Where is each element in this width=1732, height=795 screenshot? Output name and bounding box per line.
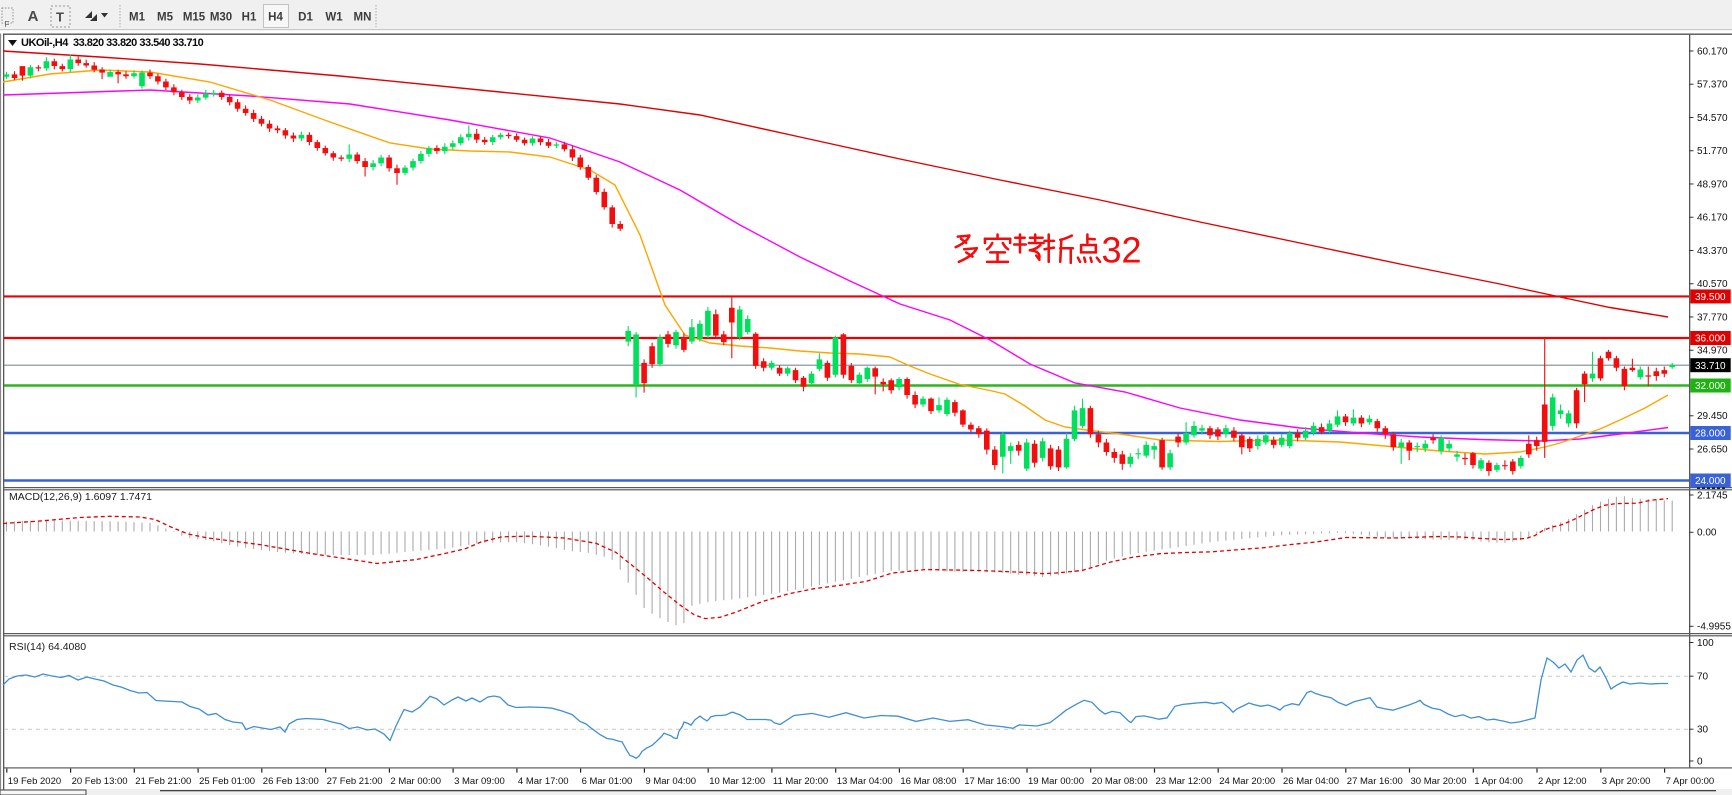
svg-text:32: 32 bbox=[1102, 230, 1142, 271]
svg-text:57.370: 57.370 bbox=[1697, 80, 1728, 91]
svg-text:H4: H4 bbox=[268, 12, 283, 24]
svg-text:H1: H1 bbox=[242, 12, 257, 24]
svg-text:4 Mar 17:00: 4 Mar 17:00 bbox=[518, 776, 569, 787]
svg-text:2.1745: 2.1745 bbox=[1697, 490, 1728, 501]
svg-text:RSI(14) 64.4080: RSI(14) 64.4080 bbox=[9, 641, 86, 653]
svg-text:19 Feb 2020: 19 Feb 2020 bbox=[8, 776, 61, 787]
svg-text:7 Apr 00:00: 7 Apr 00:00 bbox=[1666, 776, 1715, 787]
svg-text:21 Feb 21:00: 21 Feb 21:00 bbox=[135, 776, 191, 787]
svg-text:60.170: 60.170 bbox=[1697, 46, 1728, 57]
svg-text:MN: MN bbox=[354, 12, 372, 24]
svg-text:UKOil-,H4 33.820 33.820 33.54: UKOil-,H4 33.820 33.820 33.540 33.710 bbox=[21, 37, 204, 49]
svg-text:-4.9955: -4.9955 bbox=[1697, 622, 1731, 633]
svg-text:9 Mar 04:00: 9 Mar 04:00 bbox=[645, 776, 696, 787]
svg-text:W1: W1 bbox=[325, 12, 343, 24]
svg-text:F: F bbox=[5, 20, 10, 29]
svg-text:25 Feb 01:00: 25 Feb 01:00 bbox=[199, 776, 255, 787]
svg-text:M30: M30 bbox=[210, 12, 232, 24]
svg-text:6 Mar 01:00: 6 Mar 01:00 bbox=[582, 776, 633, 787]
svg-text:30: 30 bbox=[1697, 725, 1709, 736]
svg-text:20 Feb 13:00: 20 Feb 13:00 bbox=[72, 776, 128, 787]
svg-text:17 Mar 16:00: 17 Mar 16:00 bbox=[964, 776, 1020, 787]
svg-text:26.650: 26.650 bbox=[1697, 444, 1728, 455]
svg-text:48.970: 48.970 bbox=[1697, 179, 1728, 190]
svg-text:100: 100 bbox=[1697, 638, 1714, 649]
svg-text:23 Mar 12:00: 23 Mar 12:00 bbox=[1156, 776, 1212, 787]
svg-text:M5: M5 bbox=[157, 12, 174, 24]
svg-text:3 Apr 20:00: 3 Apr 20:00 bbox=[1602, 776, 1651, 787]
svg-text:16 Mar 08:00: 16 Mar 08:00 bbox=[900, 776, 956, 787]
svg-text:26 Mar 04:00: 26 Mar 04:00 bbox=[1283, 776, 1339, 787]
svg-text:27 Mar 16:00: 27 Mar 16:00 bbox=[1347, 776, 1403, 787]
svg-text:D1: D1 bbox=[298, 12, 313, 24]
svg-text:13 Mar 04:00: 13 Mar 04:00 bbox=[837, 776, 893, 787]
svg-text:3 Mar 09:00: 3 Mar 09:00 bbox=[454, 776, 505, 787]
svg-text:40.570: 40.570 bbox=[1697, 279, 1728, 290]
svg-text:2 Mar 00:00: 2 Mar 00:00 bbox=[390, 776, 441, 787]
svg-text:39.500: 39.500 bbox=[1695, 292, 1726, 303]
svg-text:30 Mar 20:00: 30 Mar 20:00 bbox=[1411, 776, 1467, 787]
svg-text:28.000: 28.000 bbox=[1695, 429, 1726, 440]
svg-text:36.000: 36.000 bbox=[1695, 334, 1726, 345]
svg-text:43.370: 43.370 bbox=[1697, 246, 1728, 257]
svg-text:MACD(12,26,9) 1.6097 1.7471: MACD(12,26,9) 1.6097 1.7471 bbox=[9, 491, 152, 503]
svg-text:M15: M15 bbox=[183, 12, 206, 24]
svg-text:0: 0 bbox=[1697, 756, 1703, 767]
svg-text:19 Mar 00:00: 19 Mar 00:00 bbox=[1028, 776, 1084, 787]
svg-text:1 Apr 04:00: 1 Apr 04:00 bbox=[1474, 776, 1523, 787]
svg-text:24 Mar 20:00: 24 Mar 20:00 bbox=[1219, 776, 1275, 787]
svg-text:33.710: 33.710 bbox=[1695, 361, 1726, 372]
svg-text:A: A bbox=[28, 8, 39, 25]
svg-text:54.570: 54.570 bbox=[1697, 113, 1728, 124]
svg-text:46.170: 46.170 bbox=[1697, 213, 1728, 224]
svg-text:24.000: 24.000 bbox=[1695, 476, 1726, 487]
svg-text:20 Mar 08:00: 20 Mar 08:00 bbox=[1092, 776, 1148, 787]
svg-text:26 Feb 13:00: 26 Feb 13:00 bbox=[263, 776, 319, 787]
svg-text:34.970: 34.970 bbox=[1697, 346, 1728, 357]
svg-text:51.770: 51.770 bbox=[1697, 146, 1728, 157]
svg-text:T: T bbox=[56, 10, 64, 25]
svg-text:27 Feb 21:00: 27 Feb 21:00 bbox=[327, 776, 383, 787]
svg-text:70: 70 bbox=[1697, 672, 1709, 683]
svg-text:32.000: 32.000 bbox=[1695, 381, 1726, 392]
svg-text:M1: M1 bbox=[129, 12, 146, 24]
svg-text:29.450: 29.450 bbox=[1697, 411, 1728, 422]
svg-text:2 Apr 12:00: 2 Apr 12:00 bbox=[1538, 776, 1587, 787]
svg-text:10 Mar 12:00: 10 Mar 12:00 bbox=[709, 776, 765, 787]
svg-text:0.00: 0.00 bbox=[1697, 528, 1717, 539]
svg-text:11 Mar 20:00: 11 Mar 20:00 bbox=[773, 776, 828, 787]
svg-text:37.770: 37.770 bbox=[1697, 312, 1728, 323]
